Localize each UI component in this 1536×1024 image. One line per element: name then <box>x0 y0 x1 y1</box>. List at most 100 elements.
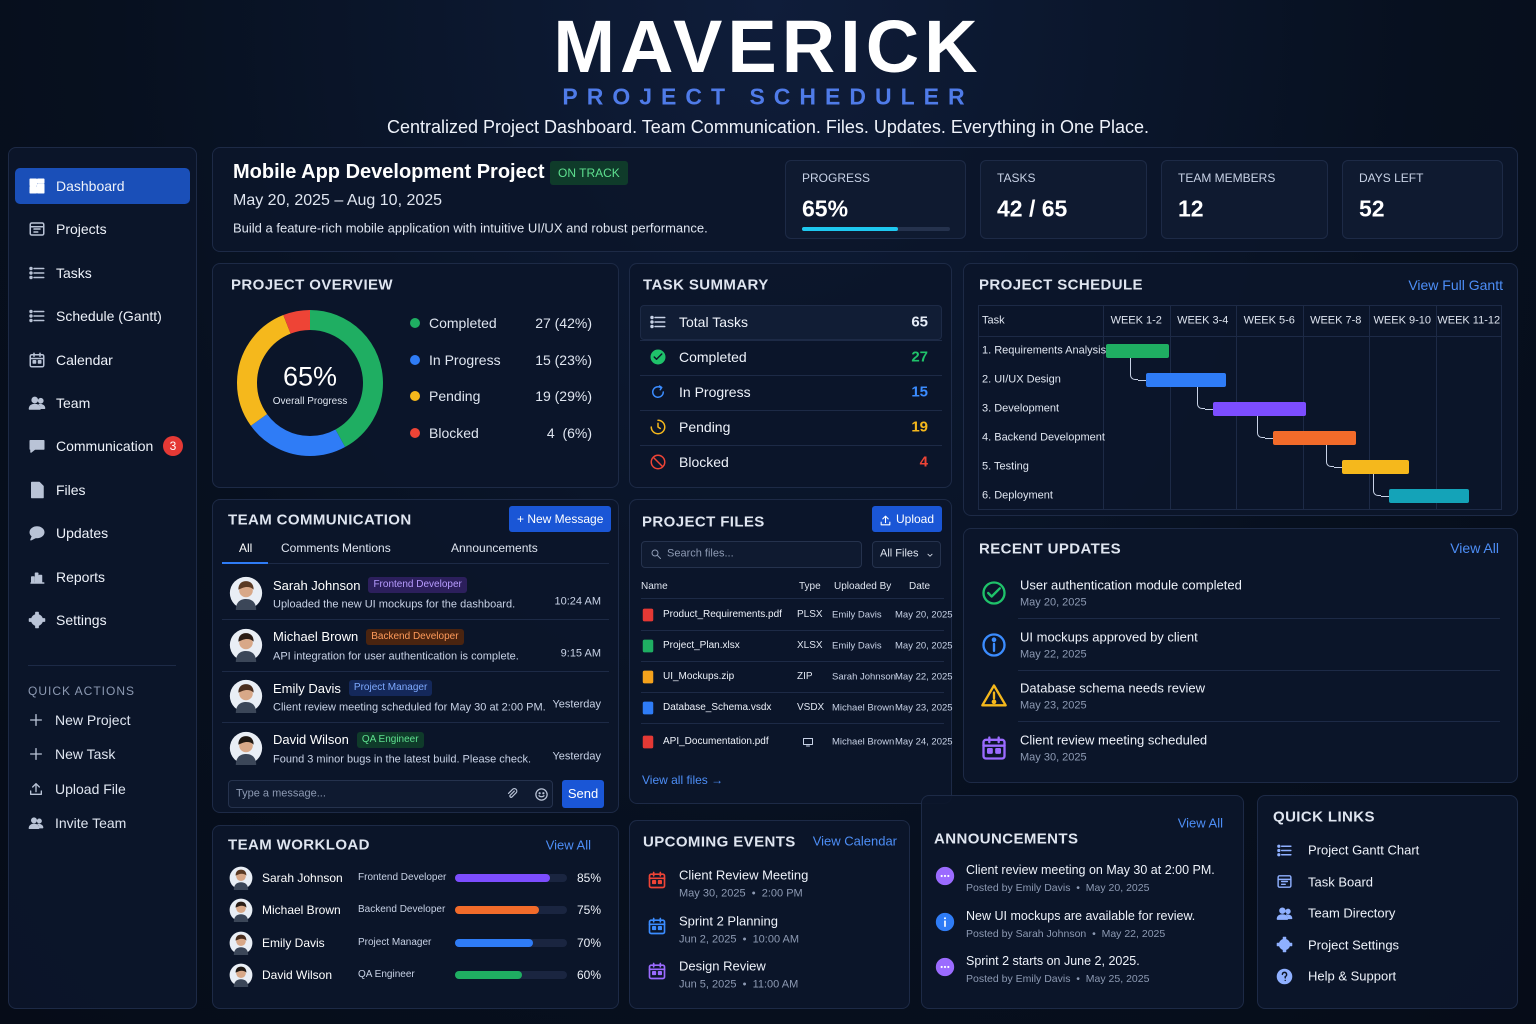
gantt-connector <box>1380 495 1389 497</box>
icon-part <box>29 271 33 275</box>
message-input[interactable] <box>228 780 553 808</box>
icon-part <box>803 738 813 747</box>
icon-part <box>803 738 813 745</box>
button[interactable]: Upload <box>872 506 943 532</box>
link[interactable]: View All <box>1450 540 1499 556</box>
link[interactable]: View Calendar <box>812 833 897 849</box>
message-text: Uploaded the new UI mockups for the dash… <box>273 598 516 611</box>
app-title: MAVERICK <box>553 5 983 88</box>
nav-label[interactable]: Schedule (Gantt) <box>56 308 162 325</box>
gantt-bar <box>1146 372 1227 387</box>
panel-title: TEAM COMMUNICATION <box>228 511 412 529</box>
announcement-meta: Posted by Emily Davis • May 20, 2025 <box>966 881 1150 894</box>
icon-part <box>29 309 45 323</box>
tab[interactable]: Announcements <box>451 541 538 555</box>
icon-part <box>37 178 45 184</box>
icon-part <box>642 608 654 622</box>
avatar-part <box>229 898 253 923</box>
button[interactable]: Send <box>562 780 604 808</box>
link[interactable]: View Full Gantt <box>1408 277 1503 293</box>
gantt-week: WEEK 11-12 <box>1437 314 1501 326</box>
avatar <box>229 576 263 610</box>
workload-bar <box>455 874 551 882</box>
link[interactable]: View all files → <box>642 773 724 787</box>
workload-bar <box>455 938 534 947</box>
nav-label[interactable]: Communication <box>56 438 154 455</box>
workload-bar <box>455 970 523 979</box>
nav-label[interactable]: Settings <box>56 612 107 628</box>
quick-action[interactable]: New Project <box>55 712 131 728</box>
icon <box>650 548 662 560</box>
quick-link[interactable]: Team Directory <box>1308 905 1396 921</box>
nav-label[interactable]: Team <box>56 395 91 411</box>
tab[interactable]: All <box>239 541 253 555</box>
update-date: May 22, 2025 <box>1020 648 1087 661</box>
quick-link[interactable]: Task Board <box>1308 874 1374 890</box>
quick-link[interactable]: Project Gantt Chart <box>1308 842 1420 858</box>
icon-part <box>982 632 1006 657</box>
update-date: May 20, 2025 <box>1020 596 1087 609</box>
event-time: Jun 2, 2025 • 10:00 AM <box>679 933 800 946</box>
avatar-part <box>229 576 263 610</box>
icon <box>980 631 1008 659</box>
gantt-week: WEEK 7-8 <box>1310 314 1362 326</box>
nav-label[interactable]: Reports <box>56 568 106 585</box>
update-text: UI mockups approved by client <box>1020 629 1198 645</box>
icon-part <box>28 823 40 830</box>
gantt-bar <box>1272 430 1356 445</box>
icon-part <box>29 318 33 323</box>
quick-action[interactable]: Invite Team <box>55 815 127 832</box>
icon <box>641 735 655 749</box>
legend-value: 27 (42%) <box>535 315 592 331</box>
icon <box>1276 905 1293 922</box>
quick-link[interactable]: Help & Support <box>1308 968 1397 984</box>
message-header: Michael Brown Backend Developer <box>273 628 573 646</box>
icon-part <box>642 735 654 749</box>
gantt-connector <box>1130 357 1139 380</box>
update-text: Database schema needs review <box>1020 680 1205 696</box>
announcement-text: Client review meeting on May 30 at 2:00 … <box>966 862 1215 877</box>
communication-panel <box>212 499 619 813</box>
project-name: Mobile App Development Project <box>233 161 545 183</box>
icon <box>28 815 44 831</box>
icon-part <box>1281 971 1287 979</box>
quick-action[interactable]: New Task <box>55 746 116 763</box>
icon-part <box>648 917 666 934</box>
icon-part <box>652 971 657 976</box>
nav-label[interactable]: Projects <box>56 221 107 238</box>
icon-part <box>31 396 39 404</box>
icon-part <box>37 397 44 404</box>
section-label: QUICK ACTIONS <box>28 684 136 698</box>
tab[interactable]: Comments <box>281 541 340 555</box>
link[interactable]: View All <box>545 837 591 853</box>
message-text: Client review meeting scheduled for May … <box>273 701 546 714</box>
icon-part <box>1276 844 1292 856</box>
icon-part <box>31 782 40 793</box>
file-type: PLSX <box>797 609 823 620</box>
stat-label: PROGRESS <box>802 171 871 185</box>
nav-label[interactable]: Files <box>56 481 86 498</box>
summary-label: Completed <box>679 349 747 365</box>
link[interactable]: View All <box>1177 815 1223 831</box>
nav-label[interactable]: Updates <box>56 525 109 542</box>
button[interactable]: + New Message <box>509 506 612 532</box>
nav-label[interactable]: Calendar <box>56 351 113 368</box>
icon-part <box>1276 937 1292 953</box>
filter-select[interactable] <box>872 541 941 568</box>
quick-links-panel <box>1257 795 1518 1009</box>
icon-part <box>995 747 1001 754</box>
row-highlight <box>640 305 942 340</box>
file-owner: Michael Brown <box>832 736 895 748</box>
legend-value: 4 (6%) <box>546 424 592 441</box>
announcement-meta: Posted by Sarah Johnson • May 22, 2025 <box>966 927 1166 940</box>
icon-part <box>30 790 42 795</box>
quick-action[interactable]: Upload File <box>55 780 126 797</box>
nav-label[interactable]: Tasks <box>56 264 92 281</box>
quick-link[interactable]: Project Settings <box>1308 937 1400 953</box>
icon-part <box>982 738 1006 760</box>
nav-label[interactable]: Dashboard <box>56 178 125 194</box>
tab[interactable]: Mentions <box>342 541 391 555</box>
search-box[interactable] <box>641 541 862 568</box>
message-time: Yesterday <box>552 750 601 762</box>
member-role: Project Manager <box>358 936 432 948</box>
